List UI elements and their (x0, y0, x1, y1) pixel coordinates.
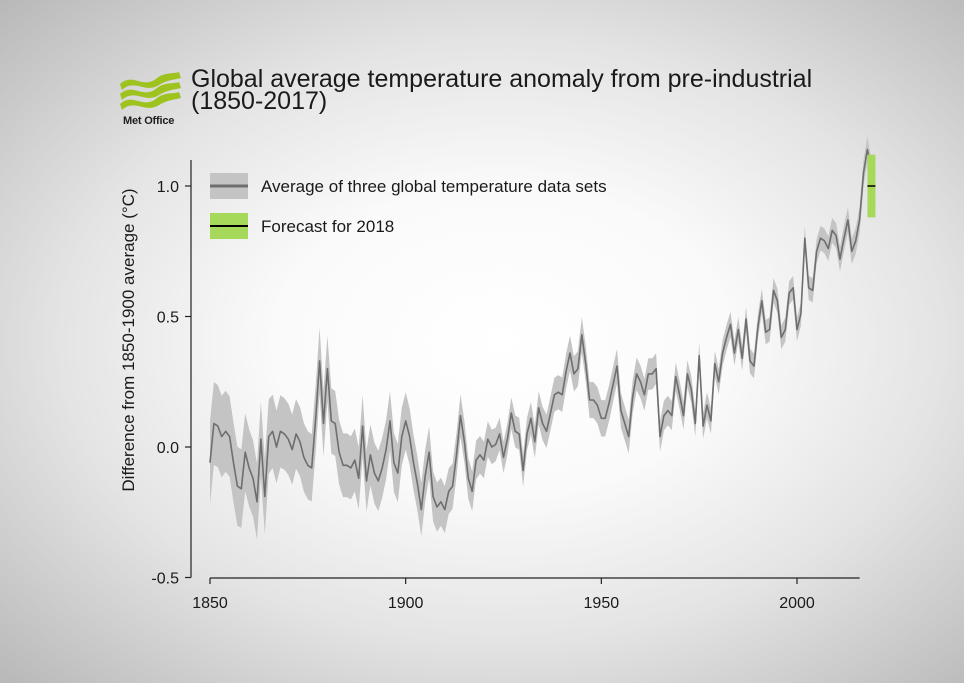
y-tick-label: 1.0 (157, 179, 179, 196)
series-line-layer (209, 148, 873, 511)
x-tick-label: 2000 (779, 595, 815, 612)
axes-layer: -0.5 0.0 0.5 1.0 1850 1900 1950 2000 (151, 160, 860, 612)
logo-text: Met Office (123, 115, 175, 127)
legend-label-average: Average of three global temperature data… (261, 177, 607, 196)
x-tick-label: 1850 (192, 595, 228, 612)
x-tick-label: 1950 (584, 595, 620, 612)
chart-title: Global average temperature anomaly from … (191, 65, 891, 115)
legend-label-forecast: Forecast for 2018 (261, 217, 394, 236)
x-tick-label: 1900 (388, 595, 424, 612)
y-tick-label: 0.0 (157, 440, 179, 457)
y-axis-label: Difference from 1850-1900 average (°C) (119, 188, 138, 492)
y-tick-label: 0.5 (157, 310, 179, 327)
forecast-layer (867, 154, 876, 218)
chart-title-line-2: (1850-2017) (191, 87, 328, 115)
uncertainty-band (210, 136, 872, 540)
chart-title-line-1: Global average temperature anomaly from … (191, 65, 813, 93)
legend: Average of three global temperature data… (210, 173, 607, 239)
series-line-average (209, 148, 873, 511)
uncertainty-band-layer (210, 136, 872, 540)
met-office-waves-icon (120, 72, 181, 110)
y-tick-label: -0.5 (151, 571, 179, 588)
met-office-logo (115, 70, 185, 130)
